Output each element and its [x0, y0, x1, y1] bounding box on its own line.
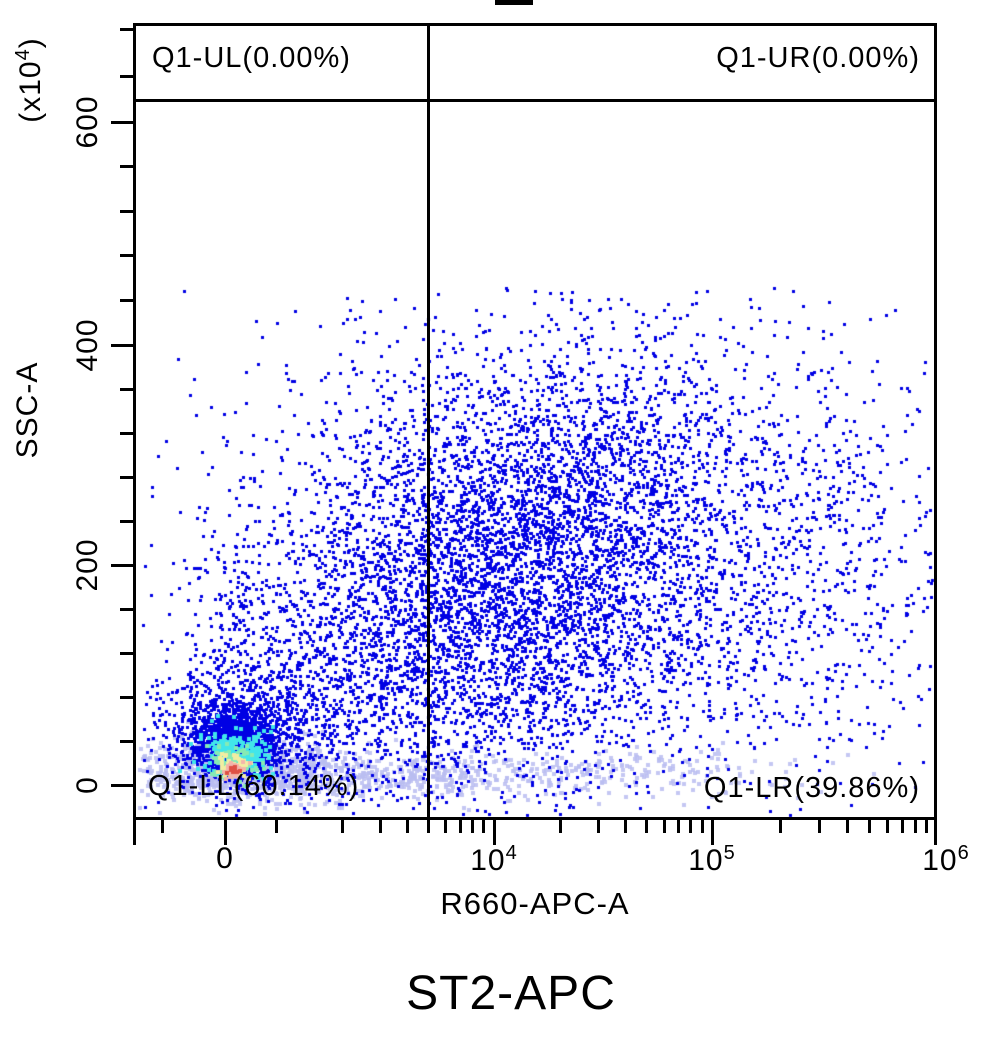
y-minor-tick: [120, 432, 133, 435]
x-minor-tick: [379, 820, 382, 833]
x-minor-tick: [677, 820, 680, 833]
y-major-tick: [111, 564, 133, 567]
x-minor-tick: [406, 820, 409, 833]
y-multiplier-suffix: ): [14, 37, 47, 49]
quadrant-label-lr: Q1-LR(39.86%): [703, 772, 920, 804]
y-axis-multiplier-label: (x104): [12, 37, 48, 122]
x-major-tick: [133, 820, 136, 845]
x-minor-tick: [925, 820, 928, 833]
cropped-title-mark: [495, 0, 533, 5]
x-minor-tick: [868, 820, 871, 833]
y-multiplier-prefix: (x10: [14, 60, 47, 123]
y-minor-tick: [120, 75, 133, 78]
x-tick-label: 104: [470, 842, 518, 877]
y-minor-tick: [120, 165, 133, 168]
x-tick-label: 106: [922, 842, 970, 877]
x-minor-tick: [341, 820, 344, 833]
y-minor-tick: [120, 520, 133, 523]
x-minor-tick: [886, 820, 889, 833]
plot-frame: [133, 23, 937, 820]
y-tick-label: 0: [71, 776, 104, 794]
x-minor-tick: [459, 820, 462, 833]
x-major-tick: [224, 820, 227, 845]
y-minor-tick: [120, 388, 133, 391]
x-minor-tick: [689, 820, 692, 833]
y-major-tick: [111, 121, 133, 124]
y-minor-tick: [120, 28, 133, 31]
x-minor-tick: [471, 820, 474, 833]
y-tick-label: 600: [71, 95, 104, 149]
x-minor-tick: [482, 820, 485, 833]
y-minor-tick: [120, 299, 133, 302]
x-minor-tick: [275, 820, 278, 833]
x-major-tick: [711, 820, 714, 845]
x-tick-label: 105: [688, 842, 736, 877]
quadrant-label-ul: Q1-UL(0.00%): [152, 42, 351, 74]
y-major-tick: [111, 784, 133, 787]
y-major-tick: [111, 344, 133, 347]
x-minor-tick: [645, 820, 648, 833]
quadrant-label-ll: Q1-LL(60.14%): [148, 770, 360, 802]
x-minor-tick: [444, 820, 447, 833]
x-minor-tick: [597, 820, 600, 833]
y-axis-title: SSC-A: [11, 361, 44, 459]
x-minor-tick: [663, 820, 666, 833]
x-minor-tick: [846, 820, 849, 833]
x-minor-tick: [427, 820, 430, 833]
y-minor-tick: [120, 210, 133, 213]
x-major-tick: [934, 820, 937, 845]
figure-title: ST2-APC: [406, 967, 616, 1020]
quadrant-divider-line: [427, 23, 430, 820]
x-minor-tick: [901, 820, 904, 833]
y-minor-tick: [120, 696, 133, 699]
y-minor-tick: [120, 254, 133, 257]
y-tick-label: 200: [71, 538, 104, 592]
y-minor-tick: [120, 652, 133, 655]
x-axis-title: R660-APC-A: [440, 886, 630, 921]
x-minor-tick: [818, 820, 821, 833]
y-minor-tick: [120, 476, 133, 479]
x-minor-tick: [624, 820, 627, 833]
x-major-tick: [493, 820, 496, 845]
x-minor-tick: [779, 820, 782, 833]
y-minor-tick: [120, 740, 133, 743]
y-multiplier-exponent: 4: [12, 48, 34, 61]
x-minor-tick: [701, 820, 704, 833]
y-tick-label: 400: [71, 318, 104, 372]
quadrant-label-ur: Q1-UR(0.00%): [716, 42, 920, 74]
y-minor-tick: [120, 608, 133, 611]
quadrant-header-separator: [133, 99, 937, 102]
x-minor-tick: [161, 820, 164, 833]
x-minor-tick: [559, 820, 562, 833]
x-minor-tick: [914, 820, 917, 833]
x-tick-label: 0: [216, 842, 234, 875]
